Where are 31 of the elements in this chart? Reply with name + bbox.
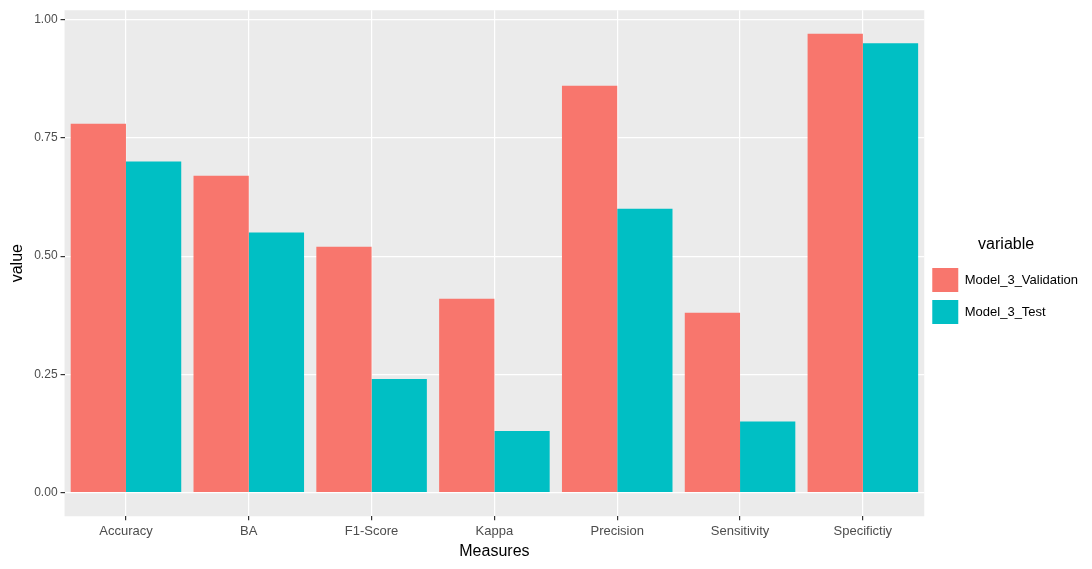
x-tick-label: F1-Score	[344, 522, 399, 538]
bar	[371, 379, 427, 492]
x-tick-label: Precision	[590, 522, 644, 538]
y-tick-label: 1.00	[34, 11, 58, 26]
bar	[70, 123, 126, 492]
bar	[740, 421, 796, 492]
legend-label: Model_3_Validation	[964, 271, 1078, 287]
bar	[617, 208, 673, 492]
x-tick-label: BA	[240, 522, 258, 538]
bar	[807, 33, 863, 492]
bar	[193, 175, 249, 492]
bar	[561, 85, 618, 492]
x-tick-label: Kappa	[475, 522, 514, 538]
y-tick-label: 0.25	[34, 366, 58, 381]
bar	[125, 161, 182, 492]
x-tick-label: Accuracy	[99, 522, 154, 538]
x-axis-title: Measures	[459, 541, 530, 559]
y-tick-label: 0.75	[34, 130, 58, 145]
bar	[862, 43, 919, 492]
legend-title: variable	[978, 235, 1035, 253]
bar	[439, 298, 495, 492]
x-tick-label: Sensitivity	[710, 522, 770, 538]
bar	[248, 232, 305, 492]
y-tick-label: 0.50	[34, 248, 58, 263]
x-tick-label: Specifictiy	[833, 522, 893, 538]
legend-label: Model_3_Test	[964, 303, 1047, 319]
bar	[316, 246, 372, 492]
bar	[684, 312, 741, 492]
bar	[494, 431, 550, 492]
y-tick-label: 0.00	[34, 484, 58, 499]
y-axis-title: value	[8, 243, 26, 283]
